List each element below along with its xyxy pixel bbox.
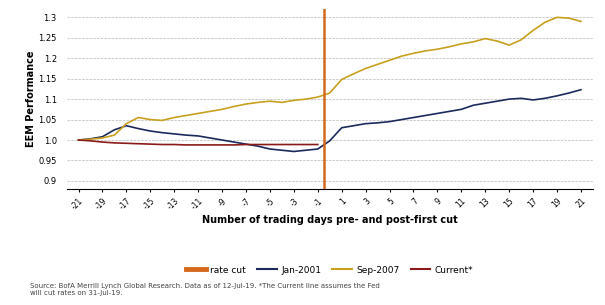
X-axis label: Number of trading days pre- and post-first cut: Number of trading days pre- and post-fir… <box>202 215 457 224</box>
Legend: rate cut, Jan-2001, Sep-2007, Current*: rate cut, Jan-2001, Sep-2007, Current* <box>182 262 477 278</box>
Y-axis label: EEM Performance: EEM Performance <box>25 51 36 147</box>
Text: Source: BofA Merrill Lynch Global Research. Data as of 12-Jul-19. *The Current l: Source: BofA Merrill Lynch Global Resear… <box>30 283 380 296</box>
